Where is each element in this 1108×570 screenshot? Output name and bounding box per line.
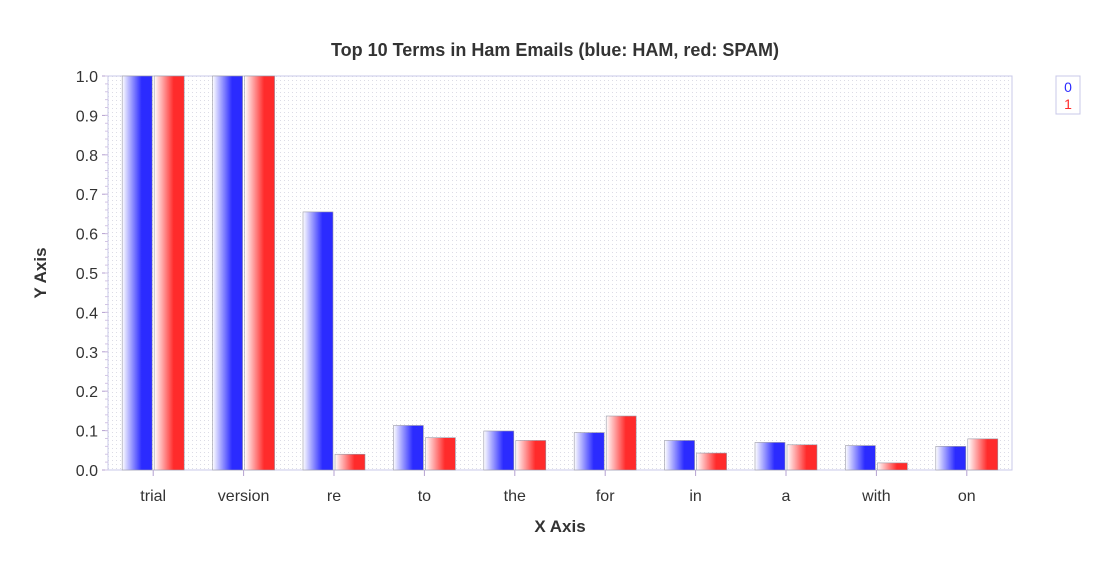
bar-version-series-0 (212, 75, 243, 471)
bars-group (121, 75, 999, 471)
y-tick-label: 0.5 (76, 266, 98, 283)
y-tick-label: 0.3 (76, 345, 98, 362)
bar-re-series-0 (302, 211, 334, 471)
bar-trial-series-0 (121, 75, 153, 471)
y-tick-label: 0.6 (76, 227, 98, 244)
legend: 0 1 (1055, 75, 1081, 115)
chart-title: Top 10 Terms in Ham Emails (blue: HAM, r… (331, 40, 779, 60)
bar-for-series-0 (573, 432, 605, 471)
bar-for-series-1 (605, 415, 637, 471)
y-tick-label: 0.0 (76, 463, 98, 480)
x-tick-label: with (861, 488, 890, 505)
legend-box (1055, 75, 1081, 115)
bar-in-series-1 (696, 452, 727, 471)
bar-the-series-0 (483, 430, 515, 471)
bar-in-series-0 (664, 440, 695, 471)
x-tick-label: version (218, 488, 270, 505)
bar-to-series-1 (425, 437, 456, 471)
y-axis-title: Y Axis (31, 247, 50, 298)
bar-the-series-1 (515, 440, 547, 471)
x-tick-label: in (689, 488, 701, 505)
bar-on-series-1 (967, 438, 999, 471)
y-tick-label: 0.7 (76, 187, 98, 204)
x-axis-title: X Axis (534, 517, 585, 536)
x-axis-ticks: trial version re to the for in a with on (140, 470, 976, 505)
bar-a-series-0 (754, 442, 786, 471)
y-axis-ticks: 0.0 0.1 0.2 0.3 0.4 0.5 0.6 0.7 0.8 0.9 1.0 (76, 69, 108, 480)
bar-to-series-0 (393, 425, 424, 471)
x-tick-label: on (958, 488, 976, 505)
y-tick-label: 0.1 (76, 424, 98, 441)
legend-entry-0: 0 (1064, 79, 1072, 95)
y-tick-label: 0.9 (76, 108, 98, 125)
bar-on-series-0 (935, 446, 967, 471)
bar-with-series-1 (877, 462, 908, 471)
y-tick-label: 0.8 (76, 148, 98, 165)
y-tick-label: 1.0 (76, 69, 98, 86)
legend-entry-1: 1 (1064, 96, 1072, 112)
x-tick-label: the (504, 488, 526, 505)
x-tick-label: to (418, 488, 431, 505)
x-tick-label: trial (140, 488, 166, 505)
plot-area (107, 75, 1013, 471)
bar-re-series-1 (334, 453, 366, 471)
bar-trial-series-1 (153, 75, 185, 471)
bar-a-series-1 (786, 444, 818, 471)
bar-version-series-1 (244, 75, 275, 471)
x-tick-label: a (782, 488, 791, 505)
x-tick-label: for (596, 488, 615, 505)
y-tick-label: 0.2 (76, 384, 98, 401)
x-tick-label: re (327, 488, 341, 505)
y-tick-label: 0.4 (76, 305, 98, 322)
bar-with-series-0 (845, 445, 876, 471)
